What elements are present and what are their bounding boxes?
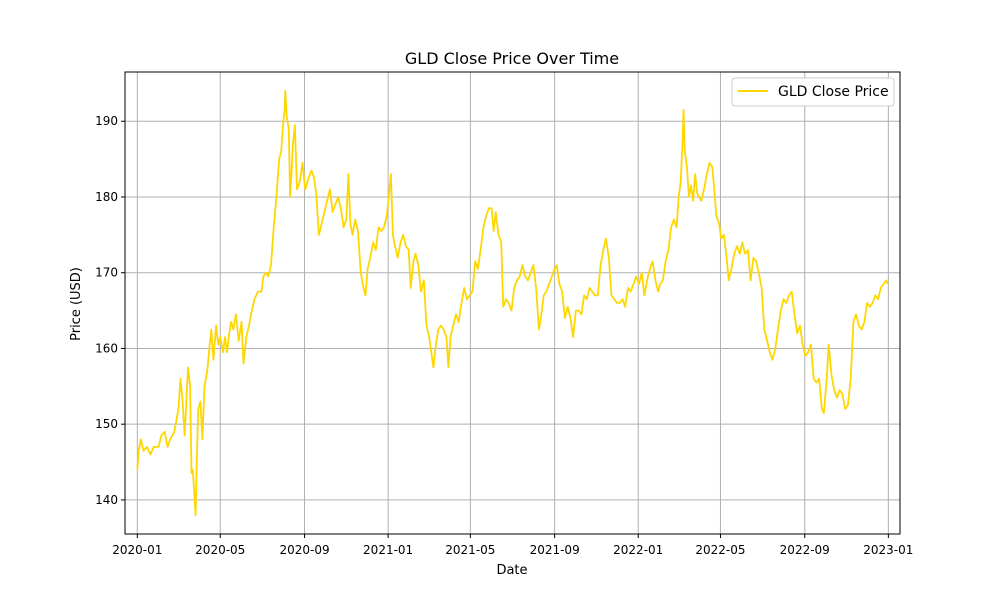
y-tick-label: 150: [95, 417, 118, 431]
x-tick-label: 2023-01: [863, 543, 913, 557]
x-tick-label: 2021-05: [445, 543, 495, 557]
x-tick-label: 2022-01: [613, 543, 663, 557]
chart-title: GLD Close Price Over Time: [405, 49, 619, 68]
series-layer: [136, 90, 889, 516]
x-tick-label: 2020-05: [195, 543, 245, 557]
y-tick-label: 180: [95, 190, 118, 204]
y-tick-label: 140: [95, 493, 118, 507]
y-tick-label: 170: [95, 266, 118, 280]
y-tick-label: 160: [95, 341, 118, 355]
x-axis-label: Date: [496, 563, 527, 578]
legend-label: GLD Close Price: [778, 84, 889, 100]
x-tick-label: 2022-09: [780, 543, 830, 557]
series-line-gld-close-price: [136, 90, 889, 516]
x-tick-label: 2020-09: [279, 543, 329, 557]
y-tick-label: 190: [95, 114, 118, 128]
x-axis: 2020-01 2020-05 2020-09 2021-01 2021-05 2021-…: [112, 534, 913, 557]
x-tick-label: 2020-01: [112, 543, 162, 557]
plot-frame: [124, 71, 901, 535]
grid: [125, 72, 900, 534]
legend-box: [731, 77, 895, 107]
x-tick-label: 2021-09: [530, 543, 580, 557]
legend: GLD Close Price: [731, 77, 895, 107]
y-axis: 140 150 160 170 180 190: [95, 114, 125, 507]
y-axis-label: Price (USD): [69, 267, 84, 341]
x-tick-label: 2021-01: [363, 543, 413, 557]
x-tick-label: 2022-05: [695, 543, 745, 557]
